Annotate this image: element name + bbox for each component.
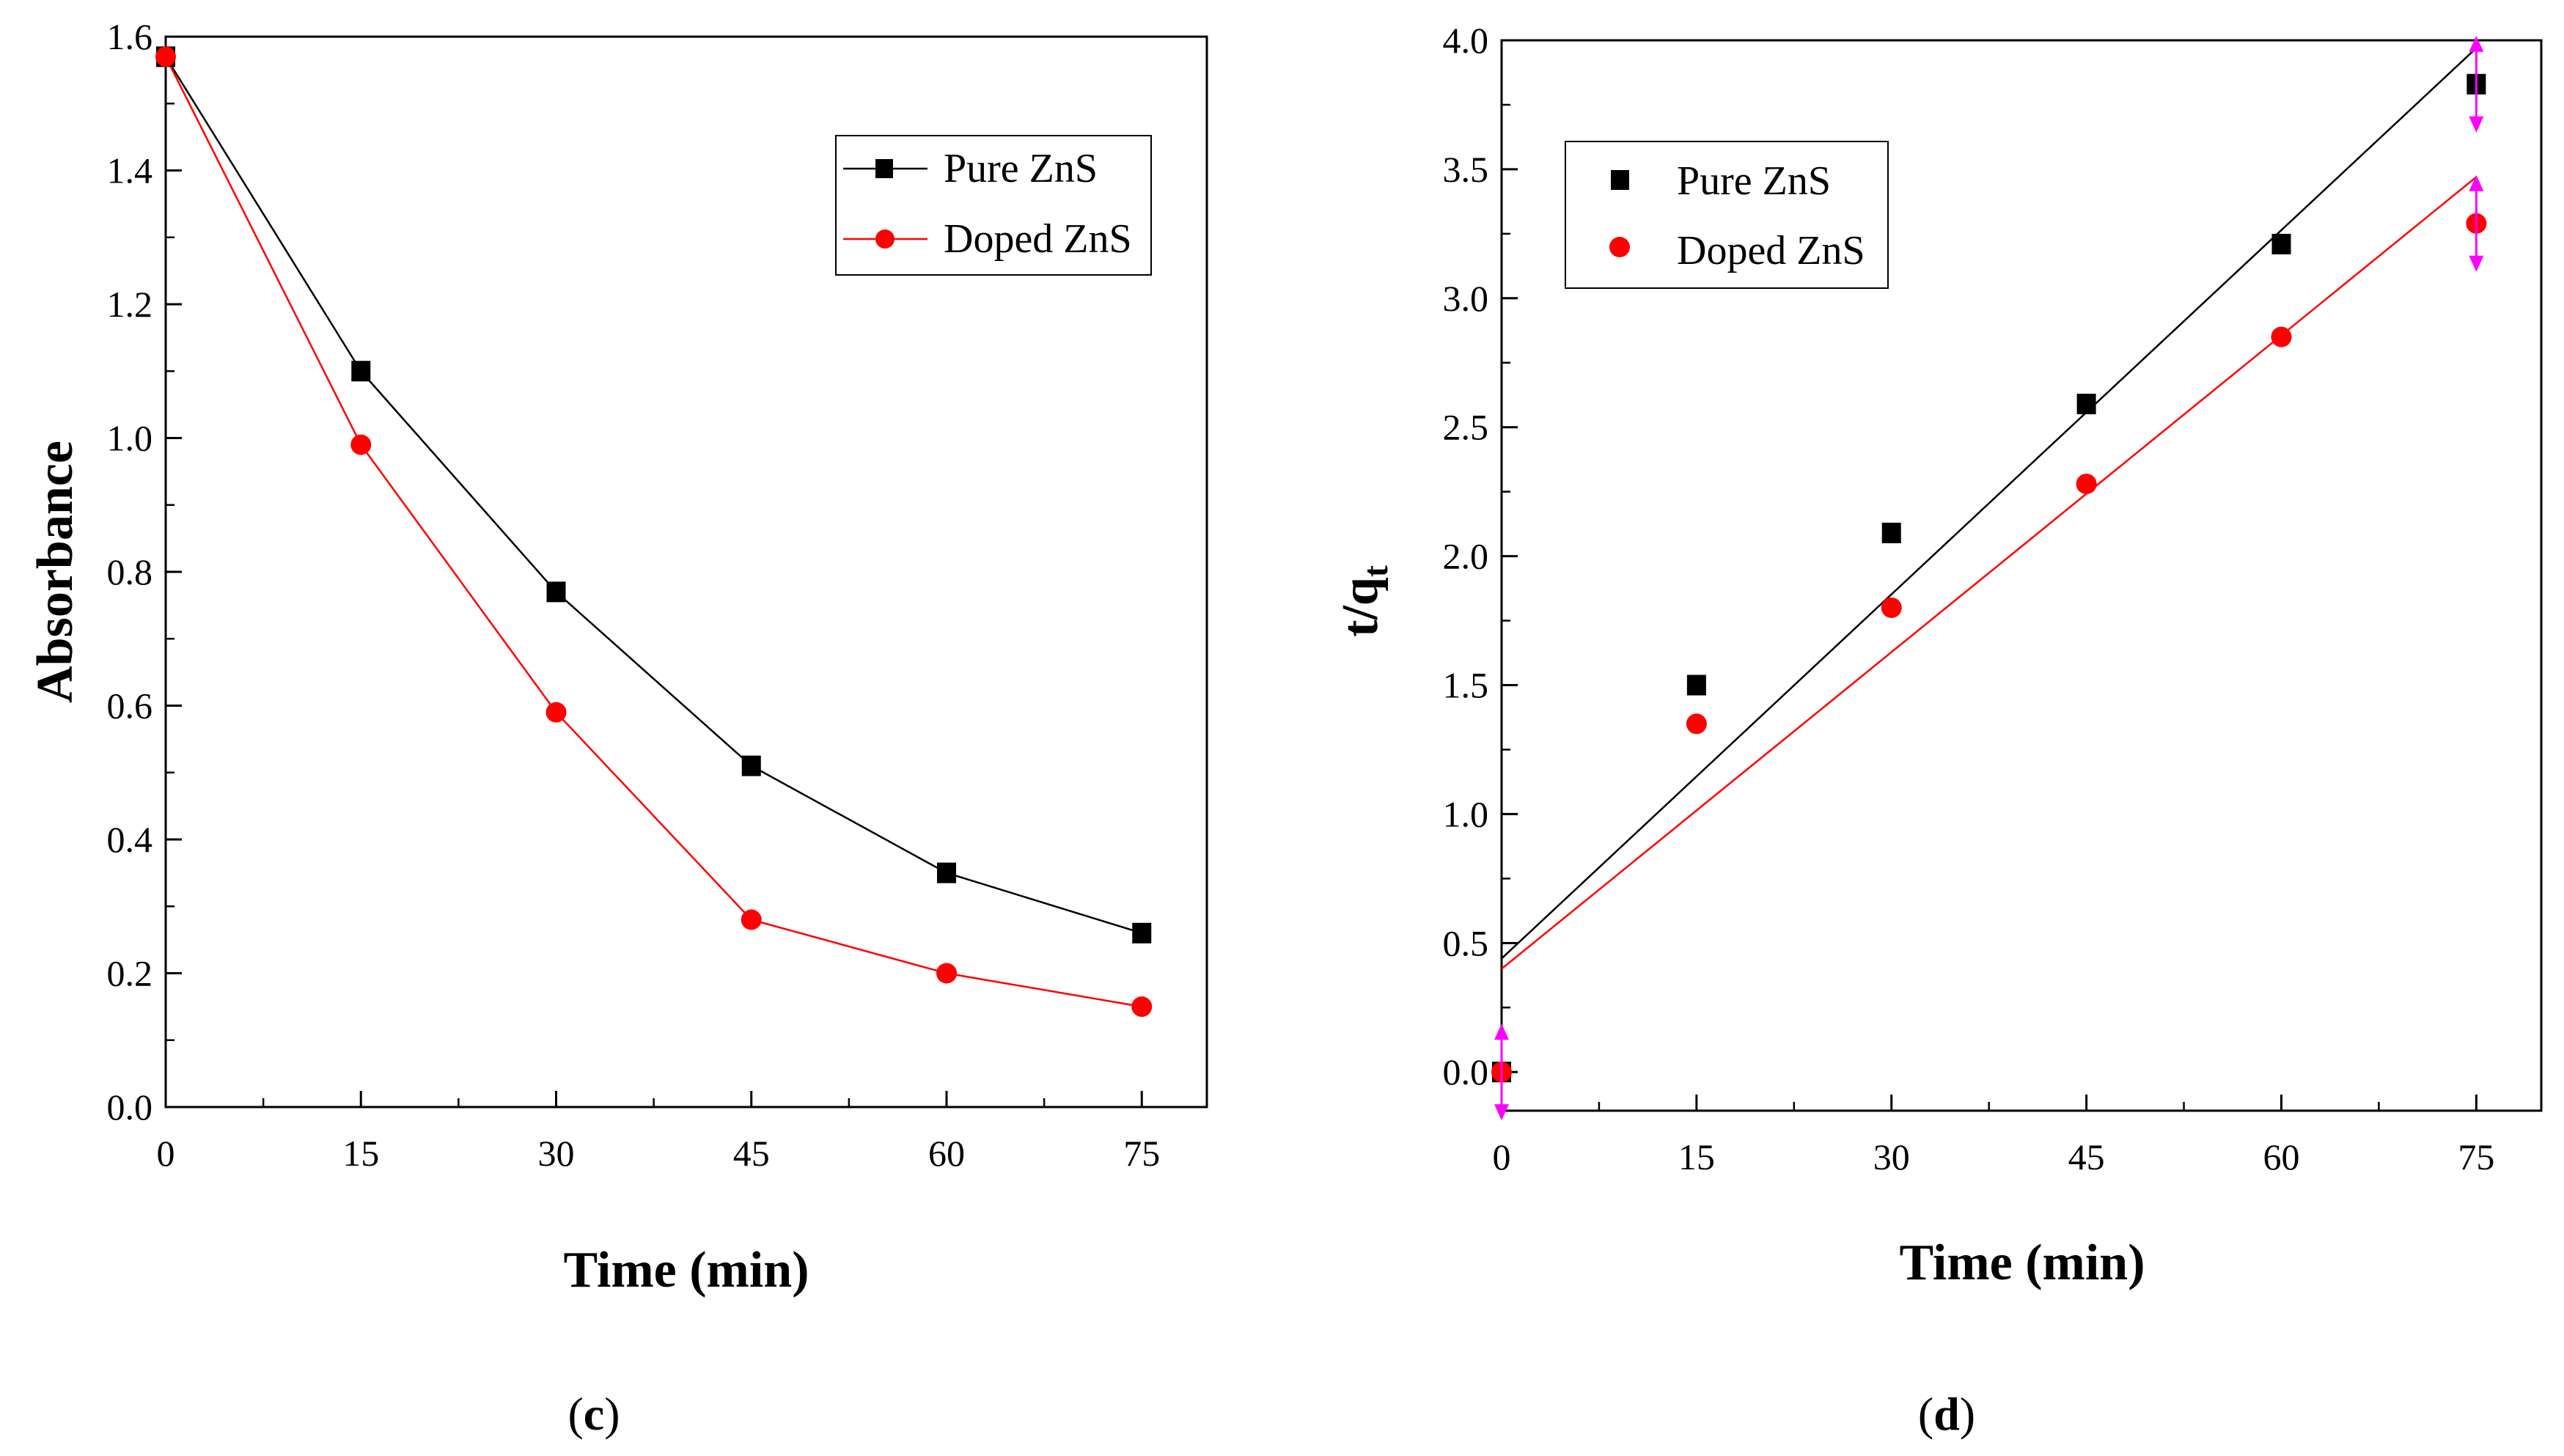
data-point-doped-zns — [1686, 713, 1707, 735]
data-point-doped-zns — [936, 963, 957, 984]
x-tick-label: 0 — [157, 1133, 175, 1174]
series-line-pure-zns — [164, 56, 1142, 934]
legend: Pure ZnS Doped ZnS — [835, 135, 1152, 276]
double-arrow — [2469, 174, 2484, 272]
data-point-pure-zns — [546, 581, 566, 603]
legend: Pure ZnS Doped ZnS — [1565, 141, 1889, 289]
data-point-pure-zns — [741, 755, 761, 776]
data-point-pure-zns — [1686, 674, 1706, 696]
panel-d-kinetics-chart: 0 15 30 45 60 75 0.00.51.01.52.02.53.03.54.0 … — [1332, 20, 2543, 1440]
data-point-pure-zns — [2076, 394, 2096, 415]
y-tick-label: 0.6 — [107, 685, 153, 727]
x-tick-label: 60 — [2263, 1136, 2300, 1177]
x-tick-labels: 0 15 30 45 60 75 — [157, 1133, 1161, 1174]
x-tick-label: 75 — [2458, 1136, 2494, 1177]
fit-line-pure-zns — [1501, 47, 2477, 960]
y-tick-label: 1.4 — [107, 150, 153, 191]
y-tick-label: 1.5 — [1443, 665, 1489, 706]
y-tick-label: 0.0 — [1443, 1051, 1489, 1092]
data-point-doped-zns — [2271, 326, 2292, 348]
error-arrows — [1494, 35, 2484, 1121]
y-tick-label: 0.5 — [1443, 922, 1489, 963]
y-tick-label: 3.0 — [1443, 278, 1489, 319]
legend-box — [835, 135, 1152, 276]
arrow-head-down — [1494, 1104, 1509, 1121]
x-tick-label: 30 — [538, 1133, 575, 1174]
panel-c-absorbance-chart: 0 15 30 45 60 75 0.00.20.40.60.81.01.21.41.6 … — [27, 16, 1208, 1440]
y-tick-label: 1.2 — [107, 284, 153, 325]
legend-marker-pure-zns — [875, 159, 893, 178]
y-tick-label: 1.0 — [1443, 793, 1489, 834]
legend-marker-doped-zns — [1609, 237, 1630, 257]
y-tick-label: 2.5 — [1443, 407, 1489, 448]
x-tick-label: 60 — [928, 1133, 965, 1174]
arrow-head-up — [1494, 1023, 1509, 1040]
data-point-doped-zns — [1131, 996, 1153, 1018]
y-tick-label: 1.6 — [107, 16, 153, 57]
y-tick-label: 0.2 — [107, 953, 153, 994]
x-tick-label: 45 — [2068, 1136, 2105, 1177]
data-point-pure-zns — [2271, 233, 2291, 254]
x-axis-title: Time (min) — [1899, 1235, 2145, 1291]
series-lines — [164, 56, 1142, 1008]
y-tick-labels: 0.0 0.5 1.0 1.5 2.0 2.5 3.0 3.5 4.0 — [1443, 20, 1489, 1092]
panel-label-d: (d) — [1918, 1388, 1975, 1440]
legend-label-doped-zns: Doped ZnS — [1677, 228, 1865, 273]
arrow-head-down — [2469, 116, 2484, 133]
legend-box — [1565, 141, 1889, 289]
panel-label-c: (c) — [567, 1388, 620, 1440]
legend-marker-pure-zns — [1611, 170, 1629, 190]
double-arrow — [1494, 1023, 1509, 1121]
y-tick-label: 0.4 — [107, 819, 153, 860]
tick-marks — [1500, 39, 2477, 1111]
x-tick-label: 30 — [1873, 1136, 1910, 1177]
legend-label-pure-zns: Pure ZnS — [944, 146, 1098, 191]
data-point-doped-zns — [1881, 597, 1902, 618]
legend-label-pure-zns: Pure ZnS — [1677, 158, 1831, 204]
x-tick-label: 45 — [733, 1133, 770, 1174]
data-point-doped-zns — [350, 434, 372, 455]
data-point-pure-zns — [351, 361, 371, 382]
data-point-pure-zns — [937, 862, 956, 883]
arrow-head-up — [2469, 35, 2484, 52]
y-axis-title: Absorbance — [27, 441, 84, 703]
y-tick-label: 0.0 — [107, 1087, 153, 1128]
y-tick-label: 4.0 — [1443, 20, 1489, 61]
data-point-doped-zns — [155, 46, 176, 67]
fit-lines — [1501, 47, 2477, 970]
y-tick-label: 3.5 — [1443, 149, 1489, 190]
arrow-head-up — [2469, 174, 2484, 191]
data-point-doped-zns — [546, 702, 567, 723]
series-markers — [155, 46, 1153, 1018]
data-point-doped-zns — [2076, 474, 2097, 495]
x-tick-label: 15 — [342, 1133, 379, 1174]
data-point-pure-zns — [1881, 522, 1901, 543]
legend-label-doped-zns: Doped ZnS — [944, 216, 1132, 262]
x-tick-label: 15 — [1678, 1136, 1715, 1177]
y-axis-title: t/qt — [1332, 565, 1395, 637]
x-axis-title: Time (min) — [563, 1242, 809, 1298]
data-point-pure-zns — [1132, 922, 1152, 944]
y-tick-labels: 0.0 0.2 0.4 0.6 0.8 1.0 1.2 1.4 1.6 — [107, 16, 153, 1128]
arrow-head-down — [2469, 255, 2484, 272]
double-arrow — [2469, 35, 2484, 133]
data-point-doped-zns — [741, 909, 762, 930]
fit-line-doped-zns — [1501, 176, 2477, 970]
y-tick-label: 2.0 — [1443, 536, 1489, 577]
x-tick-label: 75 — [1123, 1133, 1160, 1174]
x-tick-labels: 0 15 30 45 60 75 — [1493, 1136, 2495, 1177]
series-line-doped-zns — [164, 56, 1142, 1008]
y-tick-label: 0.8 — [107, 551, 153, 592]
y-tick-label: 1.0 — [107, 418, 153, 459]
tick-marks — [164, 35, 1143, 1108]
x-tick-label: 0 — [1493, 1136, 1511, 1177]
plot-frame — [1500, 39, 2543, 1112]
legend-marker-doped-zns — [875, 229, 895, 249]
